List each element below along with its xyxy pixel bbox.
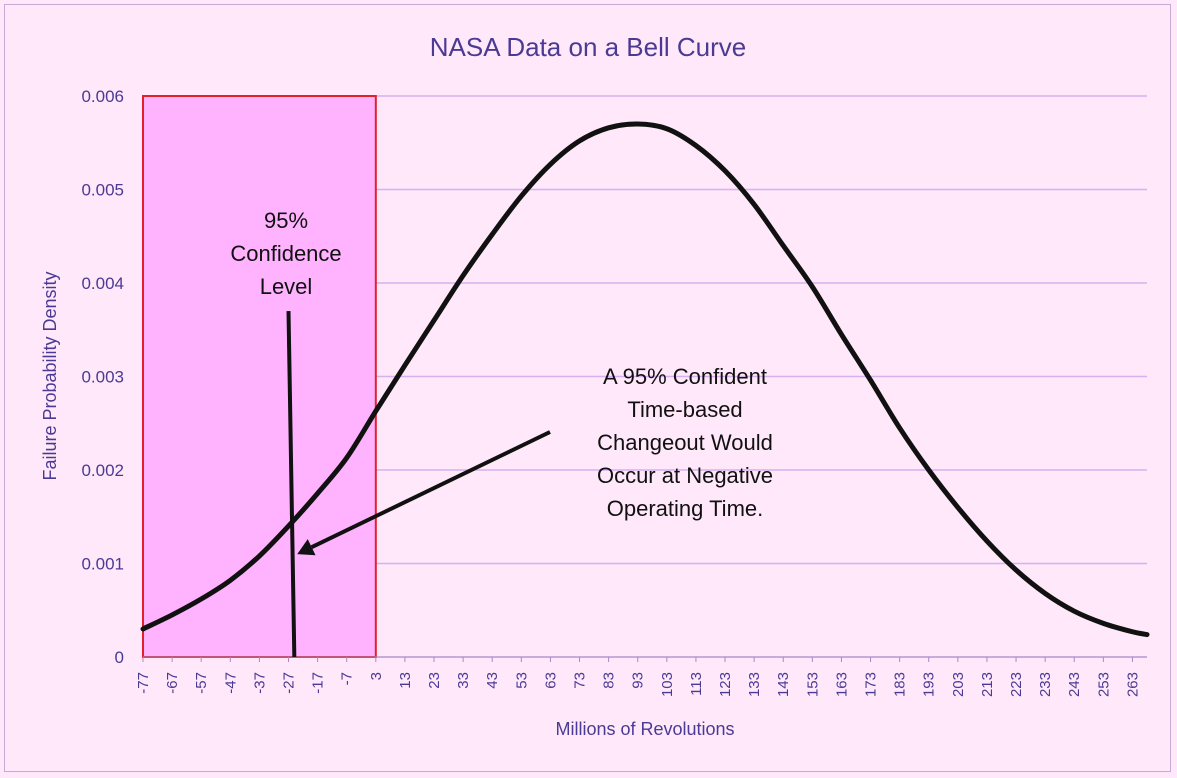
x-tick-label: 143 (775, 672, 792, 697)
bell-curve-line (140, 121, 1150, 638)
x-tick-label: 103 (659, 672, 676, 697)
series-curve (140, 121, 1150, 638)
x-tick-label: 23 (426, 672, 443, 689)
x-tick-label: 163 (833, 672, 850, 697)
x-tick-label: -7 (339, 672, 356, 685)
x-tick-label: 43 (484, 672, 501, 689)
confidence-label-line: Confidence (230, 241, 341, 266)
x-tick-label: 253 (1095, 672, 1112, 697)
x-tick-label: 13 (397, 672, 414, 689)
negative-time-label-line: Time-based (627, 397, 742, 422)
highlight-region (142, 95, 377, 658)
x-tick-label: 203 (950, 672, 967, 697)
x-tick-label: 123 (717, 672, 734, 697)
negative-time-label-line: A 95% Confident (603, 364, 767, 389)
annotation-arrow-shaft (310, 430, 551, 549)
x-tick-label: 223 (1008, 672, 1025, 697)
x-tick-label: 63 (542, 672, 559, 689)
negative-time-label-line: Operating Time. (607, 496, 764, 521)
x-tick-label: 263 (1124, 672, 1141, 697)
x-tick-label: 243 (1066, 672, 1083, 697)
negative-time-label-line: Changeout Would (597, 430, 773, 455)
x-tick-label: -47 (222, 672, 239, 694)
x-tick-label: -67 (164, 672, 181, 694)
x-tick-label: 183 (892, 672, 909, 697)
x-tick-label: -37 (251, 672, 268, 694)
x-tick-label: 93 (630, 672, 647, 689)
x-tick-label: 133 (746, 672, 763, 697)
x-tick-label: 73 (572, 672, 589, 689)
y-tick-label: 0.004 (81, 274, 124, 293)
negative-time-label-line: Occur at Negative (597, 463, 773, 488)
x-tick-label: 33 (455, 672, 472, 689)
x-tick-label: 213 (979, 672, 996, 697)
x-tick-label: 173 (863, 672, 880, 697)
x-axis-label: Millions of Revolutions (555, 719, 734, 739)
y-tick-label: 0.005 (81, 181, 124, 200)
x-tick-label: -17 (310, 672, 327, 694)
x-tick-label: 53 (513, 672, 530, 689)
y-tick-label: 0.001 (81, 555, 124, 574)
y-axis-ticks: 0 0.001 0.002 0.003 0.004 0.005 0.006 (81, 87, 124, 667)
x-tick-label: 3 (368, 672, 385, 680)
y-axis-label: Failure Probability Density (40, 271, 60, 480)
y-tick-label: 0.006 (81, 87, 124, 106)
x-axis-ticks: -77 -67 -57 -47 -37 -27 -17 -7 3 13 23 33 43 53 63 73 83… (135, 656, 1147, 697)
x-tick-label: 193 (921, 672, 938, 697)
y-tick-label: 0.002 (81, 461, 124, 480)
y-tick-label: 0.003 (81, 368, 124, 387)
annotation-arrow-head (297, 539, 316, 556)
x-tick-label: 153 (804, 672, 821, 697)
confidence-region-rect (142, 95, 377, 658)
x-tick-label: 233 (1037, 672, 1054, 697)
x-tick-label: -27 (281, 672, 298, 694)
x-tick-label: -77 (135, 672, 152, 694)
confidence-label-line: 95% (264, 208, 308, 233)
x-tick-label: -57 (193, 672, 210, 694)
y-tick-label: 0 (115, 648, 124, 667)
x-tick-label: 113 (688, 672, 705, 696)
annotations: 95% Confidence Level A 95% Confident Time-ba… (230, 208, 773, 658)
chart-title: NASA Data on a Bell Curve (430, 32, 747, 62)
x-tick-label: 83 (601, 672, 618, 689)
confidence-label-line: Level (260, 274, 313, 299)
confidence-level-line (286, 311, 297, 658)
